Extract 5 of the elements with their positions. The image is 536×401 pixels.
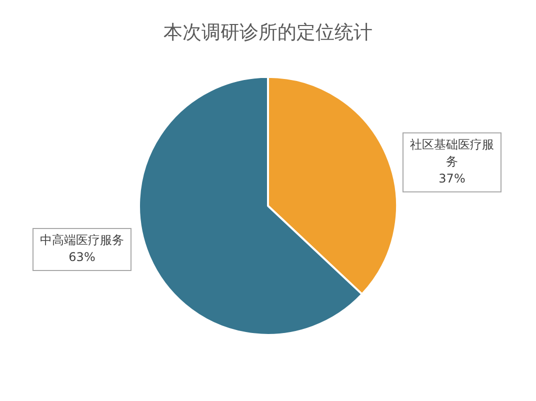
slice-label: 社区基础医疗服务 [410,137,494,168]
data-label: 63% [68,250,96,264]
slice-label: 中高端医疗服务 [40,233,124,248]
data-label: 37% [438,171,466,186]
chart-title: 本次调研诊所的定位统计 [164,21,372,44]
